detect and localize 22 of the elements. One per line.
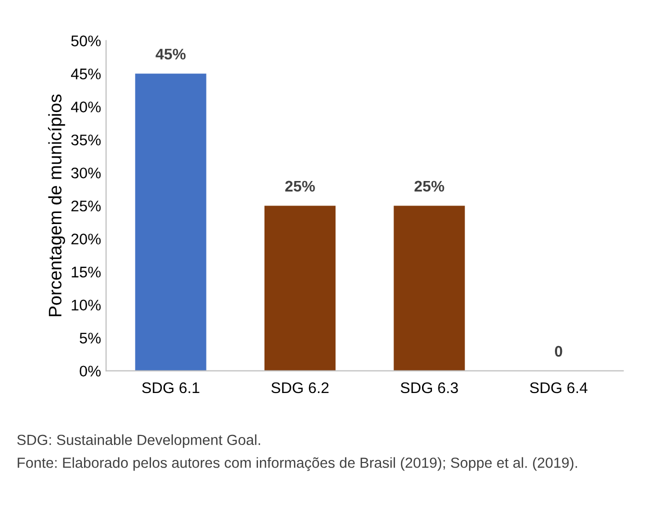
y-tick-label: 25% (71, 200, 101, 212)
x-tick-label: SDG 6.1 (142, 382, 200, 394)
y-axis-title: Porcentagem de municípios (48, 94, 66, 316)
x-tick-label: SDG 6.4 (530, 382, 588, 394)
y-tick-label: 5% (80, 332, 101, 344)
y-tick-label: 40% (70, 102, 101, 112)
y-tick-label: 35% (71, 134, 101, 146)
data-label: 25% (414, 180, 444, 192)
x-tick-label: SDG 6.3 (400, 382, 458, 394)
data-label: 25% (285, 180, 315, 192)
data-label: 45% (156, 48, 186, 60)
y-tick-label: 10% (72, 300, 101, 310)
y-tick-label: 50% (71, 36, 101, 46)
x-tick-label: SDG 6.2 (271, 382, 329, 394)
source-note: Fonte: Elaborado pelos autores com informações de Brasil (2019); Soppe et al. (2019). (18, 457, 578, 471)
y-tick-label: 15% (72, 266, 101, 278)
y-tick-label: 45% (70, 68, 101, 80)
y-tick-label: 0% (80, 366, 101, 377)
y-tick-label: 20% (71, 234, 101, 244)
data-label: 0 (554, 346, 562, 357)
y-tick-label: 30% (71, 168, 101, 178)
text: SDG: Sustainable Development Goal. (17, 434, 260, 448)
